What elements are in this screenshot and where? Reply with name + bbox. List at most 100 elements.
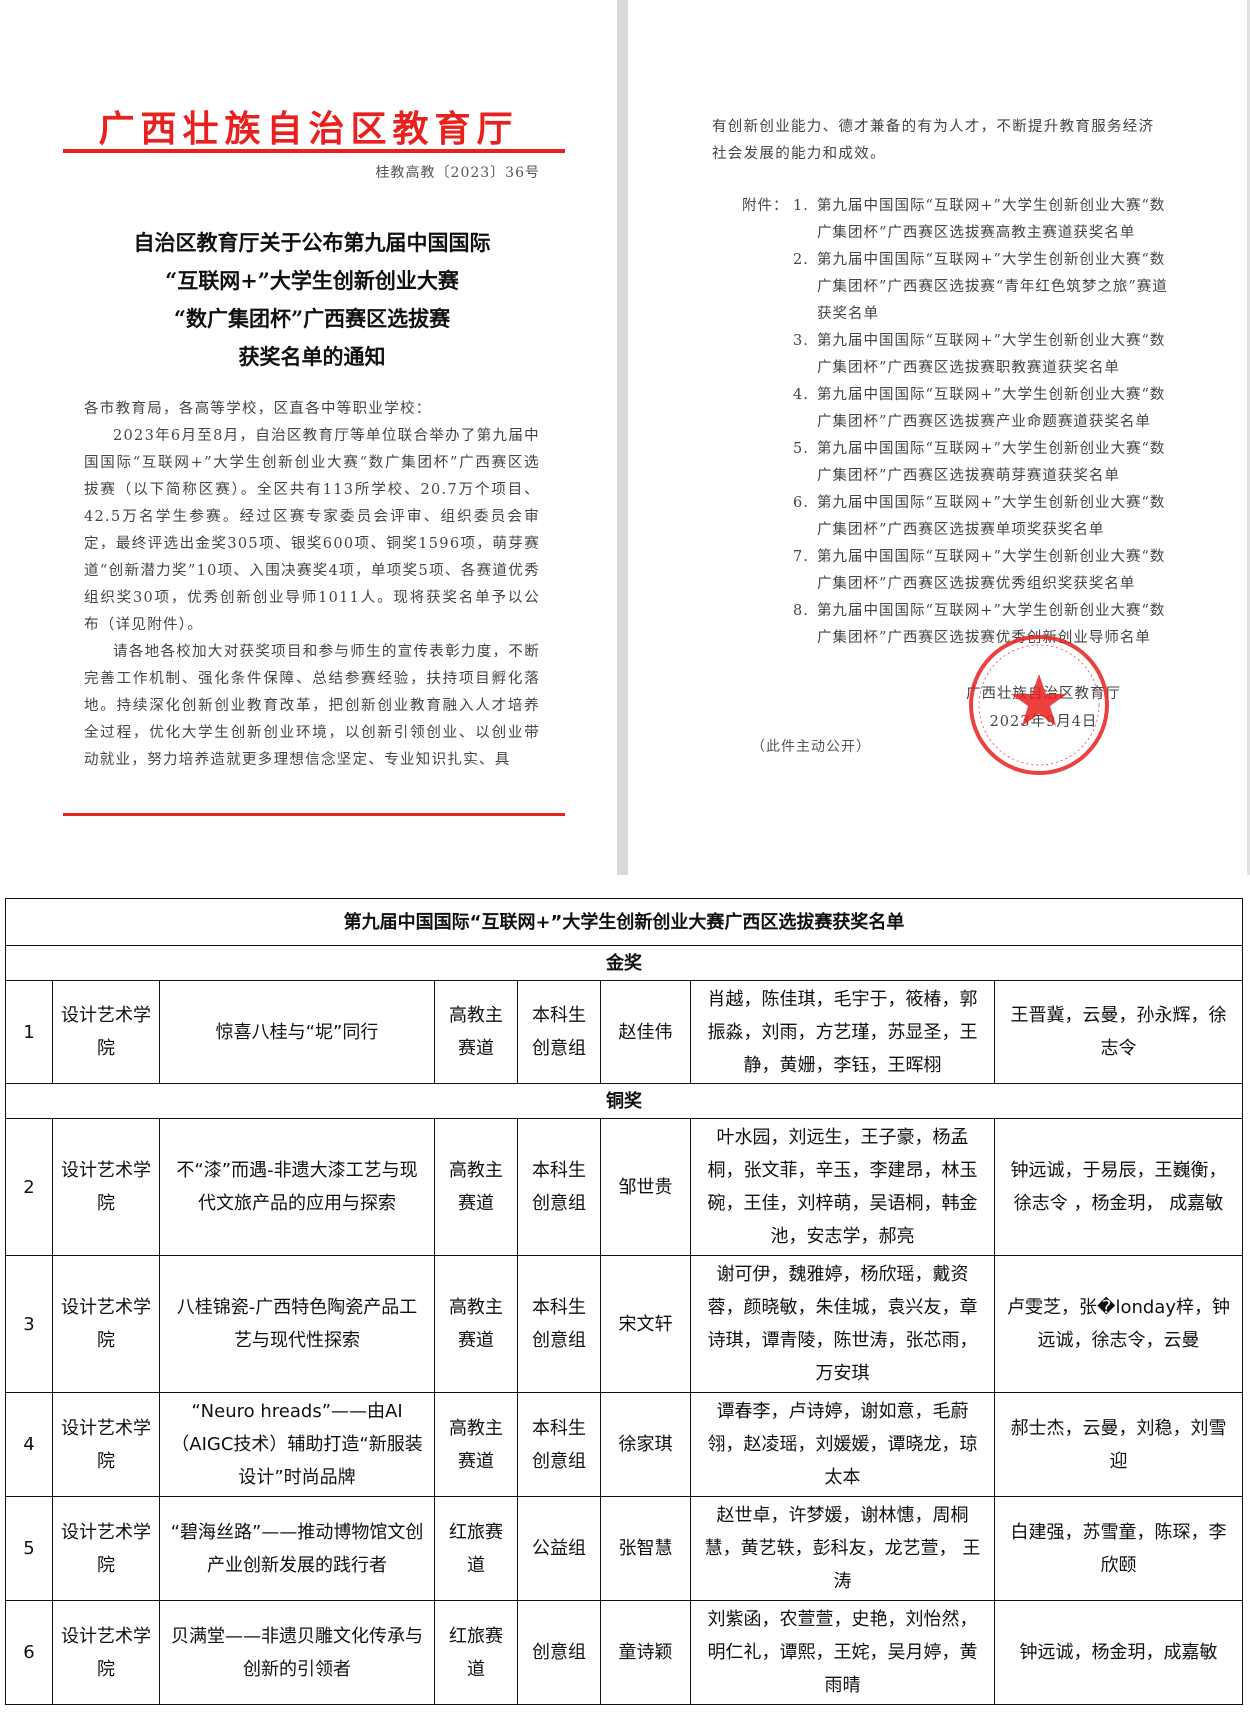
red-divider [63,149,565,153]
members: 谢可伊，魏雅婷，杨欣瑶，戴资蓉，颜晓敏，朱佳城，袁兴友，章诗琪，谭青陵，陈世涛，… [690,1255,995,1393]
attachment-number: 1. [793,198,809,214]
attachment-item: 3. 第九届中国国际“互联网+”大学生创新创业大赛“数广集团杯”广西赛区选拔赛职教… [742,328,1172,382]
row-number: 4 [5,1392,53,1497]
college: 设计艺术学院 [52,1496,160,1601]
leader: 赵佳伟 [600,980,691,1084]
title-line: “数广集团杯”广西赛区选拔赛 [173,306,451,331]
leader: 张智慧 [600,1496,691,1601]
attachment-text: 第九届中国国际“互联网+”大学生创新创业大赛“数广集团杯”广西赛区选拔赛单项奖获… [817,495,1166,538]
title-line: “互联网+”大学生创新创业大赛 [165,268,459,293]
track: 高教主赛道 [434,1255,518,1393]
group: 创意组 [517,1600,601,1705]
college: 设计艺术学院 [52,1600,160,1705]
attachment-number: 4. [793,387,809,403]
college: 设计艺术学院 [52,980,160,1084]
page-edge [1247,0,1250,875]
bronze-section-label: 铜奖 [5,1083,1243,1119]
attachments-list: 附件： 1. 第九届中国国际“互联网+”大学生创新创业大赛“数广集团杯”广西赛区选… [742,193,1172,652]
attachment-number: 6. [793,495,809,511]
gold-section-label: 金奖 [5,945,1243,981]
disclosure-note: （此件主动公开） [751,739,871,755]
attachment-item: 2. 第九届中国国际“互联网+”大学生创新创业大赛“数广集团杯”广西赛区选拔赛“青… [742,247,1172,328]
members: 赵世卓，许梦媛，谢林憓，周桐慧，黄艺轶，彭科友，龙艺萱， 王涛 [690,1496,995,1601]
table-row: 2 设计艺术学院 不“漆”而遇-非遗大漆工艺与现代文旅产品的应用与探索 高教主赛… [5,1118,1243,1256]
leader: 邹世贵 [600,1118,691,1256]
college: 设计艺术学院 [52,1118,160,1256]
official-seal-icon [969,635,1109,775]
project-name: “碧海丝路”——推动博物馆文创产业创新发展的践行者 [159,1496,435,1601]
track: 红旅赛道 [434,1600,518,1705]
attachment-item: 7. 第九届中国国际“互联网+”大学生创新创业大赛“数广集团杯”广西赛区选拔赛优秀… [742,544,1172,598]
project-name: 惊喜八桂与“坭”同行 [159,980,435,1084]
notice-page-1: 广西壮族自治区教育厅 桂教高教〔2023〕36号 自治区教育厅关于公布第九届中国… [0,0,617,875]
attachment-number: 3. [793,333,809,349]
title-line: 自治区教育厅关于公布第九届中国国际 [133,230,491,255]
table-row: 1 设计艺术学院 惊喜八桂与“坭”同行 高教主赛道 本科生创意组 赵佳伟 肖越，… [5,980,1243,1084]
notice-body: 各市教育局，各高等学校，区直各中等职业学校： 2023年6月至8月，自治区教育厅… [84,396,540,774]
track: 高教主赛道 [434,980,518,1084]
attachment-item: 5. 第九届中国国际“互联网+”大学生创新创业大赛“数广集团杯”广西赛区选拔赛萌芽… [742,436,1172,490]
attachments-label: 附件： [742,198,789,214]
attachment-item: 1. 第九届中国国际“互联网+”大学生创新创业大赛“数广集团杯”广西赛区选拔赛高教… [742,193,1172,247]
paragraph-continued: 有创新创业能力、德才兼备的有为人才，不断提升教育服务经济社会发展的能力和成效。 [712,119,1155,162]
paragraph: 请各地各校加大对获奖项目和参与师生的宣传表彰力度，不断完善工作机制、强化条件保障… [84,644,540,768]
table-row: 3 设计艺术学院 八桂锦瓷-广西特色陶瓷产品工艺与现代性探索 高教主赛道 本科生… [5,1255,1243,1393]
members: 肖越，陈佳琪，毛宇于，筱椿，郭振淼，刘雨，方艺瑾，苏显圣，王静，黄姗，李钰，王晖… [690,980,995,1084]
table-row: 5 设计艺术学院 “碧海丝路”——推动博物馆文创产业创新发展的践行者 红旅赛道 … [5,1496,1243,1601]
track: 高教主赛道 [434,1392,518,1497]
attachment-text: 第九届中国国际“互联网+”大学生创新创业大赛“数广集团杯”广西赛区选拔赛“青年红… [817,252,1168,322]
project-name: 不“漆”而遇-非遗大漆工艺与现代文旅产品的应用与探索 [159,1118,435,1256]
attachment-item: 4. 第九届中国国际“互联网+”大学生创新创业大赛“数广集团杯”广西赛区选拔赛产业… [742,382,1172,436]
date: 2023年9月4日 [989,714,1098,730]
attachment-text: 第九届中国国际“互联网+”大学生创新创业大赛“数广集团杯”广西赛区选拔赛优秀组织… [817,549,1166,592]
college: 设计艺术学院 [52,1255,160,1393]
red-divider-bottom [63,813,565,816]
members: 谭春李，卢诗婷，谢如意，毛蔚翎，赵凌瑶，刘媛媛，谭晓龙，琼太本 [690,1392,995,1497]
track: 高教主赛道 [434,1118,518,1256]
table-row: 4 设计艺术学院 “Neuro hreads”——由AI（AIGC技术）辅助打造… [5,1392,1243,1497]
members: 刘紫函，农萱萱，史艳，刘怡然，明仁礼，谭熙，王姹，吴月婷，黄雨晴 [690,1600,995,1705]
row-number: 1 [5,980,53,1084]
project-name: 贝满堂——非遗贝雕文化传承与创新的引领者 [159,1600,435,1705]
group: 本科生创意组 [517,980,601,1084]
leader: 宋文轩 [600,1255,691,1393]
mentors: 王晋冀，云曼，孙永辉，徐志令 [994,980,1243,1084]
row-number: 3 [5,1255,53,1393]
row-number: 5 [5,1496,53,1601]
row-number: 2 [5,1118,53,1256]
mentors: 郝士杰，云曼，刘稳，刘雪迎 [994,1392,1243,1497]
project-name: 八桂锦瓷-广西特色陶瓷产品工艺与现代性探索 [159,1255,435,1393]
mentors: 白建强，苏雪童，陈琛，李欣颐 [994,1496,1243,1601]
page-separator [617,0,628,875]
document-number: 桂教高教〔2023〕36号 [375,165,540,181]
award-table: 第九届中国国际“互联网+”大学生创新创业大赛广西区选拔赛获奖名单 金奖 1 设计… [5,898,1243,1705]
mentors: 卢雯芝，张�londay梓，钟远诚，徐志令，云曼 [994,1255,1243,1393]
attachment-text: 第九届中国国际“互联网+”大学生创新创业大赛“数广集团杯”广西赛区选拔赛萌芽赛道… [817,441,1166,484]
table-title: 第九届中国国际“互联网+”大学生创新创业大赛广西区选拔赛获奖名单 [5,898,1243,946]
mentors: 钟远诚，杨金玥，成嘉敏 [994,1600,1243,1705]
track: 红旅赛道 [434,1496,518,1601]
group: 公益组 [517,1496,601,1601]
attachment-number: 5. [793,441,809,457]
table-row: 6 设计艺术学院 贝满堂——非遗贝雕文化传承与创新的引领者 红旅赛道 创意组 童… [5,1600,1243,1705]
group: 本科生创意组 [517,1118,601,1256]
title-line: 获奖名单的通知 [238,344,386,369]
attachment-item: 6. 第九届中国国际“互联网+”大学生创新创业大赛“数广集团杯”广西赛区选拔赛单项… [742,490,1172,544]
attachment-text: 第九届中国国际“互联网+”大学生创新创业大赛“数广集团杯”广西赛区选拔赛职教赛道… [817,333,1166,376]
leader: 童诗颖 [600,1600,691,1705]
leader: 徐家琪 [600,1392,691,1497]
college: 设计艺术学院 [52,1392,160,1497]
group: 本科生创意组 [517,1255,601,1393]
attachment-text: 第九届中国国际“互联网+”大学生创新创业大赛“数广集团杯”广西赛区选拔赛高教主赛… [817,198,1166,241]
paragraph: 2023年6月至8月，自治区教育厅等单位联合举办了第九届中国国际“互联网+”大学… [84,428,540,633]
attachment-text: 第九届中国国际“互联网+”大学生创新创业大赛“数广集团杯”广西赛区选拔赛产业命题… [817,387,1166,430]
mentors: 钟远诚，于易辰，王巍衡，徐志令 ，杨金玥， 成嘉敏 [994,1118,1243,1256]
members: 叶水园，刘远生，王子豪，杨孟桐，张文菲，辛玉，李建昂，林玉碗，王佳，刘梓萌，吴语… [690,1118,995,1256]
attachment-number: 7. [793,549,809,565]
issuer-heading: 广西壮族自治区教育厅 [98,108,519,150]
attachment-number: 8. [793,603,809,619]
group: 本科生创意组 [517,1392,601,1497]
row-number: 6 [5,1600,53,1705]
notice-title: 自治区教育厅关于公布第九届中国国际 “互联网+”大学生创新创业大赛 “数广集团杯… [84,224,540,376]
project-name: “Neuro hreads”——由AI（AIGC技术）辅助打造“新服装设计”时尚… [159,1392,435,1497]
